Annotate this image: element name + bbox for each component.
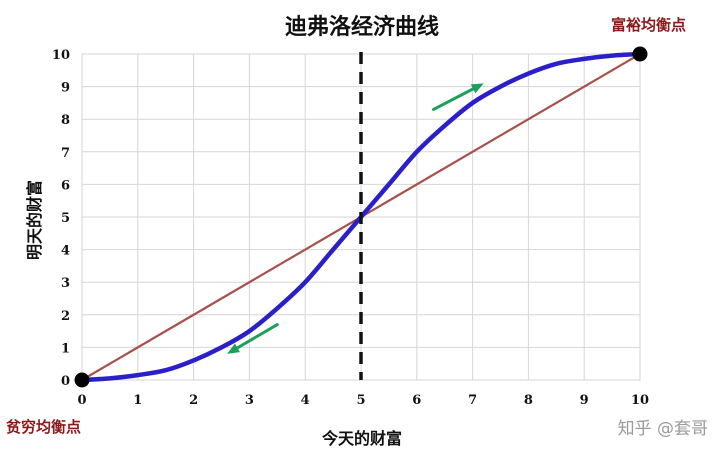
x-axis-label: 今天的财富 xyxy=(321,429,402,448)
x-tick-label: 0 xyxy=(77,393,86,408)
x-tick-label: 1 xyxy=(133,393,142,408)
direction-arrow-head xyxy=(227,343,240,354)
x-tick-label: 4 xyxy=(301,393,310,408)
x-tick-label: 7 xyxy=(468,393,477,408)
direction-arrow-head xyxy=(470,83,484,94)
rich-equilibrium-point xyxy=(632,46,648,62)
x-tick-label: 2 xyxy=(189,393,198,408)
x-tick-label: 9 xyxy=(580,393,589,408)
y-axis-label: 明天的财富 xyxy=(25,180,44,260)
y-tick-label: 9 xyxy=(61,81,70,96)
y-tick-label: 10 xyxy=(52,48,70,63)
x-tick-label: 3 xyxy=(245,393,254,408)
y-tick-labels: 0 1 2 3 4 5 6 7 8 9 10 xyxy=(52,48,70,389)
y-tick-label: 3 xyxy=(61,276,70,291)
y-tick-label: 7 xyxy=(61,146,70,161)
watermark: 知乎 @套哥 xyxy=(618,419,708,439)
y-tick-label: 8 xyxy=(61,113,70,128)
x-tick-labels: 0 1 2 3 4 5 6 7 8 9 10 xyxy=(77,393,649,408)
rich-equilibrium-label: 富裕均衡点 xyxy=(611,16,686,34)
y-tick-label: 1 xyxy=(61,341,70,356)
y-tick-label: 5 xyxy=(61,211,70,226)
direction-arrow-shaft xyxy=(432,87,475,111)
direction-arrow-shaft xyxy=(235,323,279,350)
y-tick-label: 0 xyxy=(61,374,70,389)
poor-equilibrium-point xyxy=(74,372,90,388)
x-tick-label: 5 xyxy=(356,393,365,408)
y-tick-label: 4 xyxy=(61,244,70,259)
y-tick-label: 2 xyxy=(61,309,70,324)
poor-equilibrium-label: 贫穷均衡点 xyxy=(6,418,81,436)
x-tick-label: 10 xyxy=(631,393,649,408)
x-tick-label: 8 xyxy=(524,393,533,408)
x-tick-label: 6 xyxy=(412,393,421,408)
chart-title: 迪弗洛经济曲线 xyxy=(285,14,439,40)
y-tick-label: 6 xyxy=(61,178,70,193)
overlays xyxy=(74,46,648,388)
